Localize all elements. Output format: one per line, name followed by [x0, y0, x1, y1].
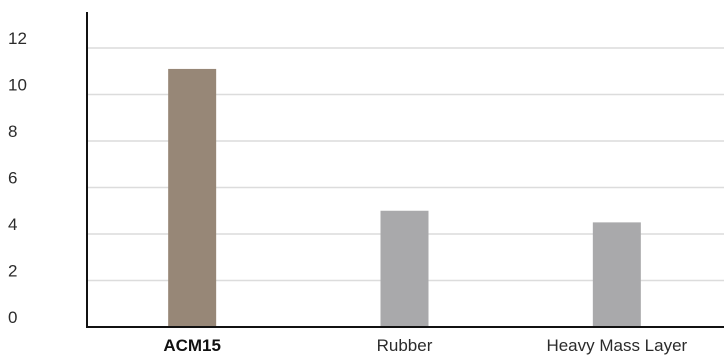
bar-acm15 [168, 68, 217, 328]
x-category-labels: ACM15 Rubber Heavy Mass Layer [163, 336, 687, 355]
axes [86, 12, 724, 328]
y-tick-label: 8 [8, 122, 17, 141]
bar-heavy-mass-layer [592, 222, 641, 327]
x-category-label: Rubber [377, 336, 433, 355]
y-tick-label: 0 [8, 308, 17, 327]
bars [168, 68, 641, 328]
y-tick-label: 10 [8, 76, 27, 95]
y-tick-labels: 0 2 4 6 8 10 12 [8, 29, 27, 327]
bar-rubber [380, 210, 429, 327]
y-tick-label: 4 [8, 215, 17, 234]
y-tick-label: 12 [8, 29, 27, 48]
y-tick-label: 6 [8, 169, 17, 188]
x-category-label: ACM15 [163, 336, 221, 355]
y-tick-label: 2 [8, 262, 17, 281]
x-category-label: Heavy Mass Layer [546, 336, 687, 355]
